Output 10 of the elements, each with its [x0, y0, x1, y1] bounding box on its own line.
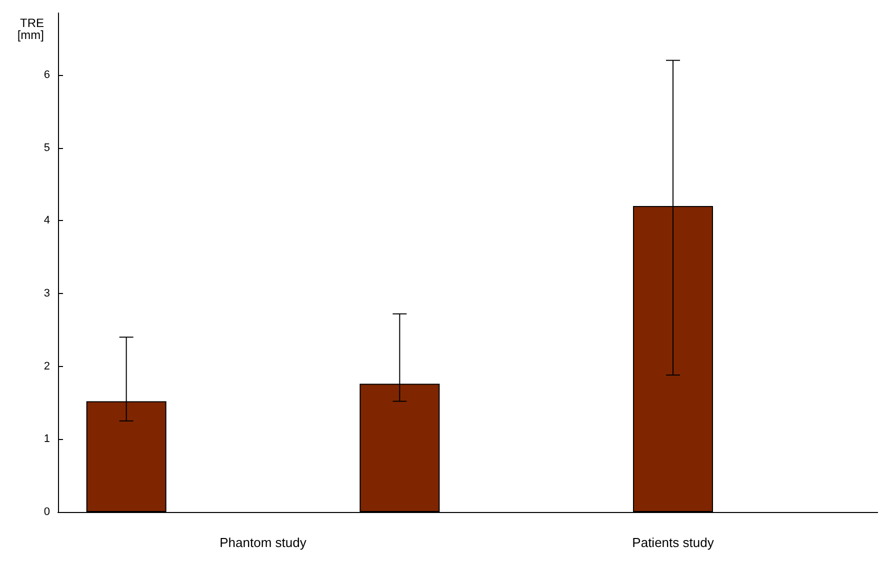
x-tick-label: Patients study — [632, 535, 714, 550]
y-tick-label: 3 — [44, 287, 50, 300]
y-tick-label: 0 — [44, 506, 50, 518]
y-tick-label: 1 — [44, 433, 50, 446]
y-tick-label: 4 — [44, 214, 50, 227]
y-tick-label: 2 — [44, 360, 50, 372]
y-axis-title: TRE [mm] — [17, 16, 44, 42]
y-tick-label: 6 — [44, 68, 50, 81]
y-tick-label: 5 — [44, 142, 50, 154]
x-tick-label: Phantom study — [220, 535, 307, 550]
